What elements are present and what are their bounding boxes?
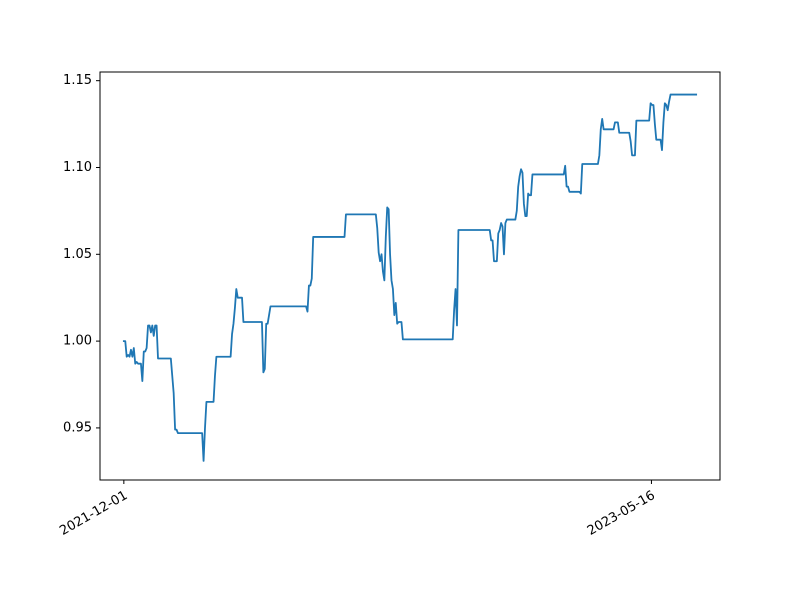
y-axis: 0.95 1.00 1.05 1.10 1.15 — [63, 73, 100, 435]
y-tick-label: 1.00 — [63, 334, 92, 349]
y-tick-label: 1.05 — [63, 247, 92, 262]
plot-area — [122, 93, 698, 462]
series-line — [122, 93, 698, 462]
y-tick-label: 0.95 — [63, 420, 92, 435]
y-tick-label: 1.10 — [63, 160, 92, 175]
y-tick-label: 1.15 — [63, 73, 92, 88]
axes-frame — [99, 71, 721, 481]
